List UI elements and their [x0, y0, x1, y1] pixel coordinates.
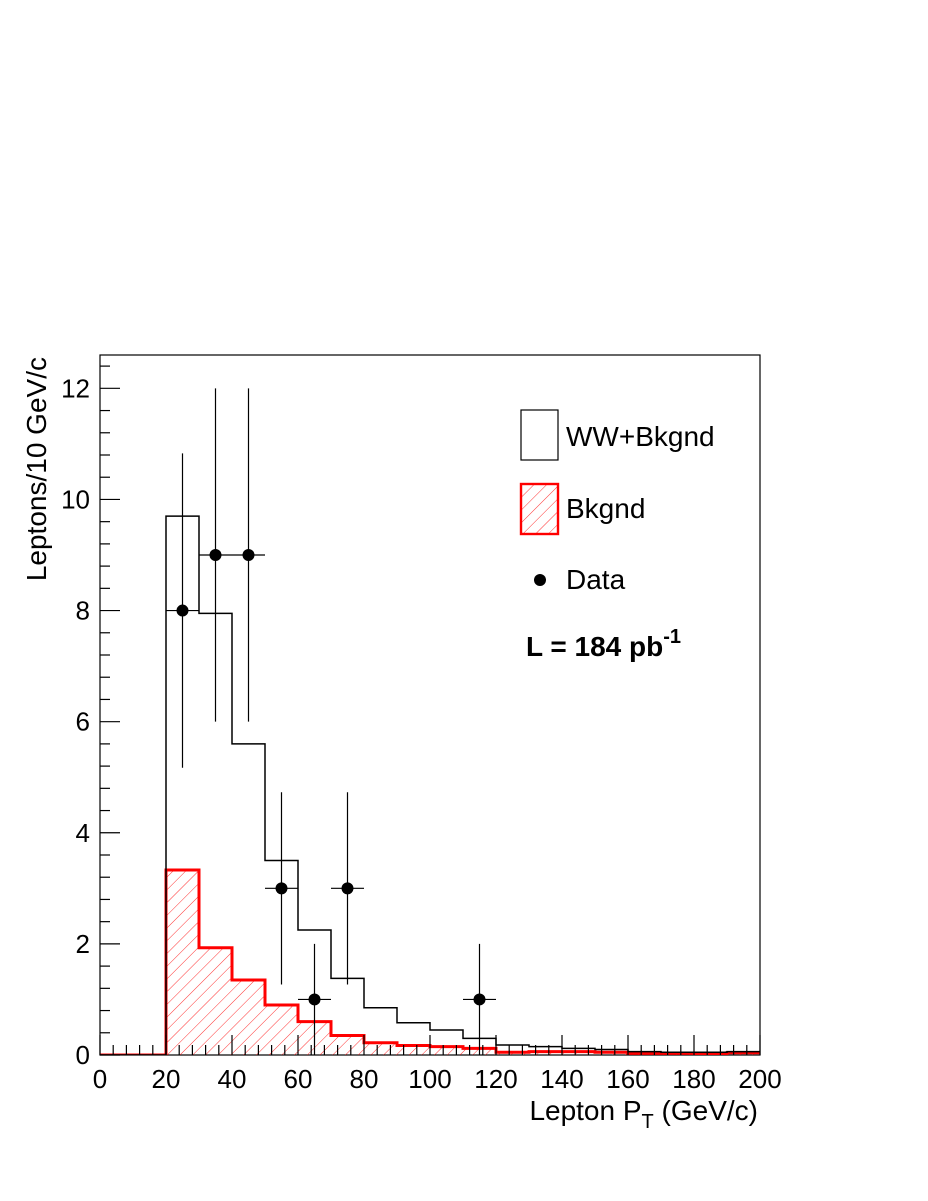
data-marker — [473, 993, 486, 1006]
x-tick-label: 200 — [738, 1064, 781, 1094]
bkgnd-bin-fill — [529, 1051, 562, 1055]
data-point — [265, 792, 298, 985]
y-axis-ticks: 0 2 4 6 8 10 12 — [61, 365, 120, 1070]
x-tick-label: 40 — [218, 1064, 247, 1094]
legend-item-data: Data — [534, 564, 626, 595]
x-tick-label: 60 — [284, 1064, 313, 1094]
legend-swatch-hatched — [519, 482, 560, 536]
luminosity-label: L = 184 pb-1 — [526, 626, 681, 662]
x-tick-label: 180 — [672, 1064, 715, 1094]
x-axis-title: Lepton PT (GeV/c) — [529, 1095, 758, 1133]
data-marker — [242, 549, 255, 561]
legend-item-ww-bkgnd: WW+Bkgnd — [520, 409, 715, 461]
data-point — [232, 388, 265, 722]
x-tick-label: 140 — [540, 1064, 583, 1094]
x-tick-label: 0 — [93, 1064, 107, 1094]
bkgnd-bin-fill — [562, 1051, 595, 1055]
data-marker — [341, 882, 354, 895]
legend-item-bkgnd: Bkgnd — [519, 482, 645, 536]
y-tick-label: 4 — [76, 818, 90, 848]
y-tick-label: 12 — [61, 373, 90, 403]
y-tick-label: 10 — [61, 484, 90, 514]
legend-swatch-outline — [520, 409, 559, 461]
data-marker — [209, 549, 222, 561]
y-axis-title: Leptons/10 GeV/c — [21, 357, 52, 581]
data-marker — [176, 604, 189, 617]
data-marker — [308, 993, 321, 1006]
legend-marker-data — [534, 574, 546, 586]
legend-label-bkgnd: Bkgnd — [566, 493, 645, 524]
data-point — [199, 388, 232, 722]
bkgnd-bin-fill — [364, 1042, 397, 1055]
legend-label-data: Data — [566, 564, 626, 595]
x-tick-label: 20 — [152, 1064, 181, 1094]
data-point — [463, 943, 496, 1055]
bkgnd-bin-fill — [166, 870, 199, 1055]
bkgnd-bin-fill — [397, 1045, 430, 1055]
y-tick-label: 0 — [76, 1040, 90, 1070]
legend-label-ww-bkgnd: WW+Bkgnd — [566, 421, 715, 452]
bkgnd-bin-fill — [265, 1005, 298, 1055]
bkgnd-bin-fill — [232, 980, 265, 1055]
data-points — [166, 388, 496, 1055]
x-axis-ticks: 0 20 40 60 80 100 120 140 160 180 200 — [93, 1035, 782, 1094]
data-point — [298, 943, 331, 1055]
legend: WW+Bkgnd Bkgnd Data — [519, 409, 715, 595]
x-axis-title-subscript: T — [642, 1111, 654, 1133]
x-tick-label: 160 — [606, 1064, 649, 1094]
bkgnd-bin-fill — [430, 1046, 463, 1055]
y-tick-label: 6 — [76, 707, 90, 737]
y-tick-label: 8 — [76, 596, 90, 626]
bkgnd-histogram — [100, 868, 760, 1055]
luminosity-exponent: -1 — [663, 626, 681, 648]
y-tick-label: 2 — [76, 929, 90, 959]
data-point — [331, 792, 364, 985]
x-tick-label: 100 — [408, 1064, 451, 1094]
bkgnd-bin-fill — [331, 1035, 364, 1055]
bkgnd-bin-fill — [199, 947, 232, 1055]
x-tick-label: 80 — [350, 1064, 379, 1094]
x-tick-label: 120 — [474, 1064, 517, 1094]
data-marker — [275, 882, 288, 895]
data-point — [166, 453, 199, 768]
